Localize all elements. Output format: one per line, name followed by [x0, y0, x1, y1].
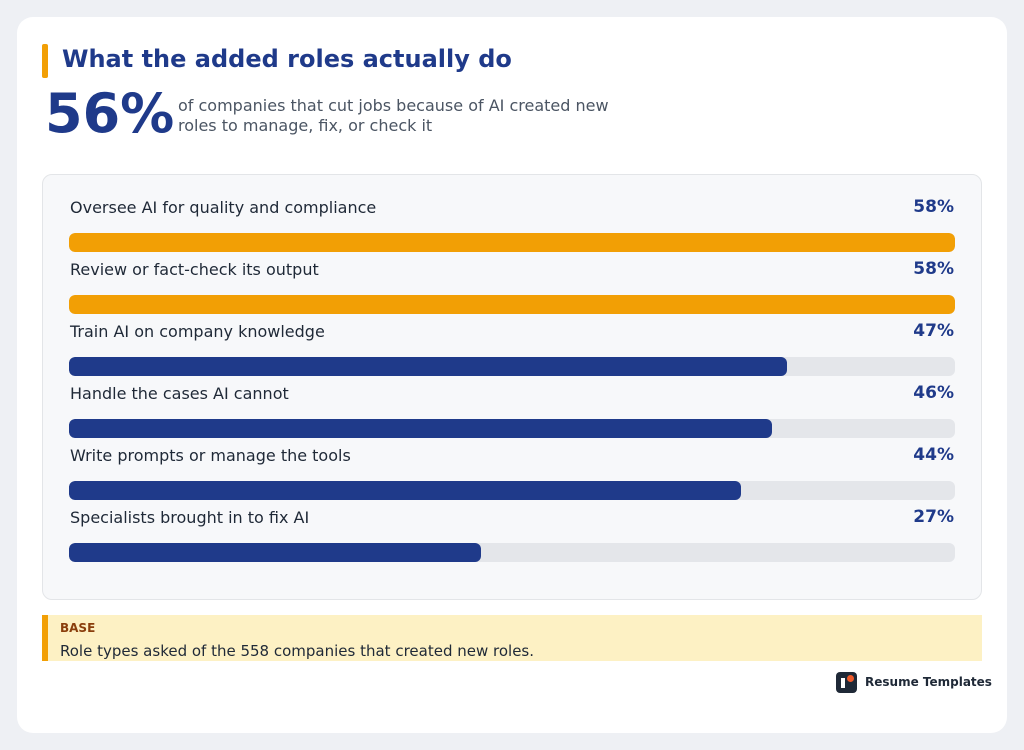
base-note-title: BASE — [60, 621, 96, 635]
bar-label: Write prompts or manage the tools — [70, 446, 351, 465]
bar — [69, 543, 481, 562]
bar — [69, 419, 772, 438]
bar-label: Review or fact-check its output — [70, 260, 319, 279]
resume-templates-logo-icon — [836, 671, 857, 693]
bar-value-label: 47% — [913, 321, 954, 341]
bar-label: Train AI on company knowledge — [70, 322, 325, 341]
bar-label: Handle the cases AI cannot — [70, 384, 289, 403]
bar-track — [69, 481, 955, 500]
brand-logo: Resume Templates — [836, 670, 992, 694]
bar-value-label: 58% — [913, 197, 954, 217]
bar-track — [69, 233, 955, 252]
chart-title: What the added roles actually do — [62, 45, 512, 73]
bar — [69, 481, 741, 500]
bar-track — [69, 543, 955, 562]
base-note-text: Role types asked of the 558 companies th… — [60, 642, 535, 660]
bar-value-label: 27% — [913, 507, 954, 527]
bar — [69, 357, 787, 376]
bar-value-label: 44% — [913, 445, 954, 465]
base-note-accent — [42, 615, 48, 661]
brand-name: Resume Templates — [865, 675, 992, 689]
bar-track — [69, 295, 955, 314]
bar-track — [69, 419, 955, 438]
bar-label: Specialists brought in to fix AI — [70, 508, 310, 527]
base-note: BASE Role types asked of the 558 compani… — [42, 615, 982, 661]
bar-value-label: 58% — [913, 259, 954, 279]
bar — [69, 295, 955, 314]
headline-stat: 56% — [45, 82, 175, 145]
bar-label: Oversee AI for quality and compliance — [70, 198, 377, 217]
title-accent-bar — [42, 44, 48, 78]
headline-stat-description: of companies that cut jobs because of AI… — [178, 96, 609, 135]
bar — [69, 233, 955, 252]
bar-track — [69, 357, 955, 376]
bar-value-label: 46% — [913, 383, 954, 403]
